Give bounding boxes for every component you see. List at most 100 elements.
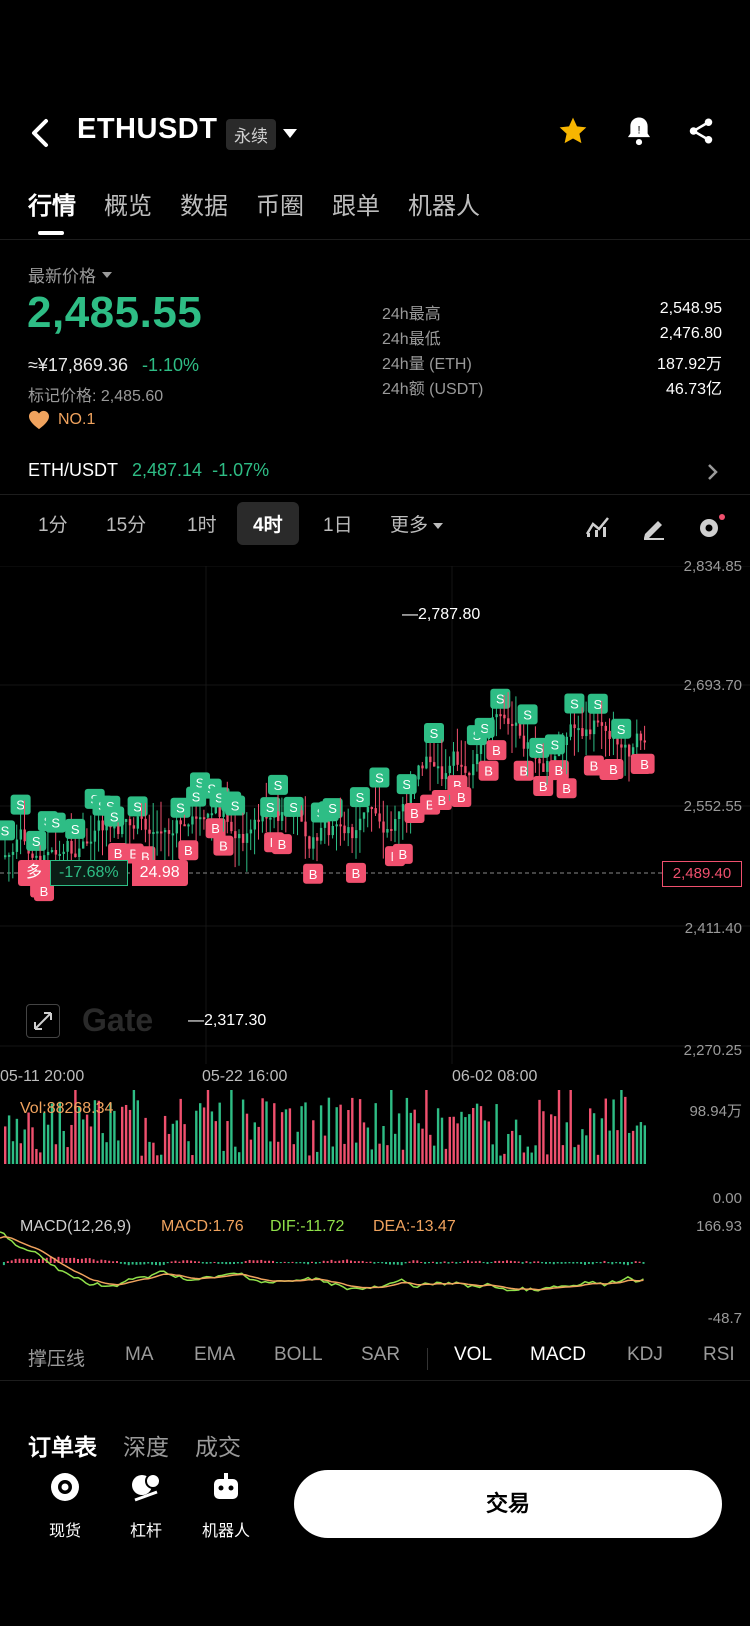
candle-body (425, 756, 428, 769)
candle-body (351, 827, 354, 839)
indicator-macd[interactable]: MACD (530, 1344, 586, 1365)
candle-body (62, 851, 65, 854)
interval-4h[interactable]: 4时 (237, 502, 299, 545)
candle-body (85, 841, 89, 844)
macd-histogram-bar (470, 1261, 473, 1263)
candle-body (199, 817, 202, 820)
interval-1h[interactable]: 1时 (187, 515, 217, 536)
candle-body (343, 825, 346, 834)
candle-body (444, 773, 448, 780)
macd-histogram-bar (123, 1262, 126, 1265)
symbol-dropdown-icon[interactable] (283, 129, 297, 138)
macd-histogram-bar (84, 1258, 87, 1263)
trade-marker-label: B (453, 778, 462, 793)
symbol-title[interactable]: ETHUSDT (77, 113, 218, 145)
indicator-chart-icon[interactable] (584, 514, 612, 538)
spot-price-row[interactable]: ETH/USDT 2,487.14 -1.07% (28, 460, 720, 481)
volume-bar (304, 1102, 307, 1164)
macd-histogram-bar (412, 1260, 415, 1263)
trade-marker-label: S (375, 771, 384, 786)
trade-marker-label: B (184, 843, 193, 858)
candle-body (323, 821, 327, 828)
volume-bar (589, 1108, 592, 1164)
indicator-divider (427, 1348, 428, 1370)
dock-spot-button[interactable]: 现货 (30, 1470, 100, 1541)
macd-histogram-bar (556, 1262, 559, 1264)
candle-body (39, 855, 42, 863)
volume-bar (31, 1127, 34, 1164)
interval-15m[interactable]: 15分 (106, 515, 147, 536)
macd-histogram-bar (268, 1260, 271, 1263)
indicator-kdj[interactable]: KDJ (627, 1344, 663, 1365)
favorite-star-icon[interactable] (557, 115, 589, 147)
interval-more[interactable]: 更多 (390, 510, 444, 537)
trade-button[interactable]: 交易 (294, 1470, 722, 1538)
macd-histogram-bar (170, 1261, 173, 1263)
macd-histogram-bar (634, 1261, 637, 1263)
stat-value: 46.73亿 (665, 381, 722, 398)
candle-body (631, 747, 635, 757)
tab-trades[interactable]: 成交 (195, 1434, 241, 1460)
macd-histogram-bar (548, 1262, 551, 1264)
spot-coin-icon (51, 1473, 79, 1501)
dock-margin-button[interactable]: 杠杆 (111, 1470, 181, 1541)
volume-bar (140, 1155, 143, 1164)
macd-histogram-bar (529, 1262, 532, 1264)
tab-orderbook[interactable]: 订单表 (28, 1434, 97, 1460)
chart-settings-gear-icon[interactable] (696, 514, 726, 542)
share-icon[interactable] (686, 115, 716, 147)
dock-bot-button[interactable]: 机器人 (191, 1470, 261, 1541)
trade-marker (404, 803, 425, 824)
trade-marker (548, 760, 569, 781)
tab-overview[interactable]: 概览 (104, 193, 152, 220)
volume-bar (222, 1150, 225, 1164)
position-side: 多 (18, 860, 51, 886)
volume-bar (440, 1117, 444, 1164)
tab-market[interactable]: 行情 (28, 186, 76, 235)
macd-histogram-bar (57, 1256, 60, 1263)
position-tag[interactable]: 多 -17.68% 24.98 (18, 860, 188, 886)
indicator-vol[interactable]: VOL (454, 1344, 493, 1365)
tab-copy-trading[interactable]: 跟单 (332, 193, 380, 220)
draw-pencil-icon[interactable] (641, 514, 667, 540)
macd-histogram-bar (455, 1262, 458, 1264)
macd-histogram-bar (116, 1261, 118, 1263)
trade-marker-label: B (519, 764, 528, 779)
macd-histogram-bar (568, 1262, 571, 1264)
svg-text:!: ! (637, 124, 640, 136)
tab-bots[interactable]: 机器人 (408, 193, 480, 220)
fullscreen-expand-button[interactable] (26, 1004, 60, 1038)
volume-label: Vol:88268.34 (20, 1100, 114, 1117)
volume-bar (160, 1154, 163, 1164)
indicator-rsi[interactable]: RSI (703, 1344, 735, 1365)
macd-histogram-bar (291, 1261, 294, 1263)
latest-price-selector[interactable]: 最新价格 (28, 262, 112, 287)
volume-bar (608, 1130, 611, 1164)
rank-badge[interactable]: NO.1 (28, 410, 95, 430)
tab-community[interactable]: 币圈 (256, 193, 304, 220)
trade-marker-label: S (617, 722, 626, 737)
x-axis-label: 06-02 08:00 (452, 1068, 538, 1085)
macd-params: MACD(12,26,9) (20, 1218, 132, 1235)
candlestick-chart[interactable]: SSSBBSSSSSSSBBSBSBSSSBSBSSSBSBSBSSSBSSBB… (0, 566, 750, 1064)
volume-bar (472, 1107, 475, 1164)
indicator-ma[interactable]: MA (125, 1344, 154, 1365)
back-icon[interactable] (26, 117, 54, 149)
indicator-sar[interactable]: SAR (361, 1344, 401, 1365)
indicator-support-resistance[interactable]: 撑压线 (28, 1349, 86, 1370)
candle-body (421, 765, 424, 769)
macd-histogram-bar (490, 1262, 493, 1264)
indicator-ema[interactable]: EMA (194, 1344, 236, 1365)
candle-body (569, 724, 572, 737)
tab-data[interactable]: 数据 (180, 193, 228, 220)
margin-leverage-icon (132, 1473, 161, 1502)
price-alert-icon[interactable]: ! (624, 115, 654, 147)
macd-histogram-bar (330, 1259, 333, 1263)
interval-1m[interactable]: 1分 (38, 515, 68, 536)
macd-histogram-bar (18, 1258, 21, 1263)
indicator-boll[interactable]: BOLL (274, 1344, 323, 1365)
tab-depth[interactable]: 深度 (123, 1434, 169, 1460)
trade-marker (34, 881, 54, 902)
trade-marker-label: S (570, 697, 579, 712)
interval-1d[interactable]: 1日 (323, 515, 353, 536)
